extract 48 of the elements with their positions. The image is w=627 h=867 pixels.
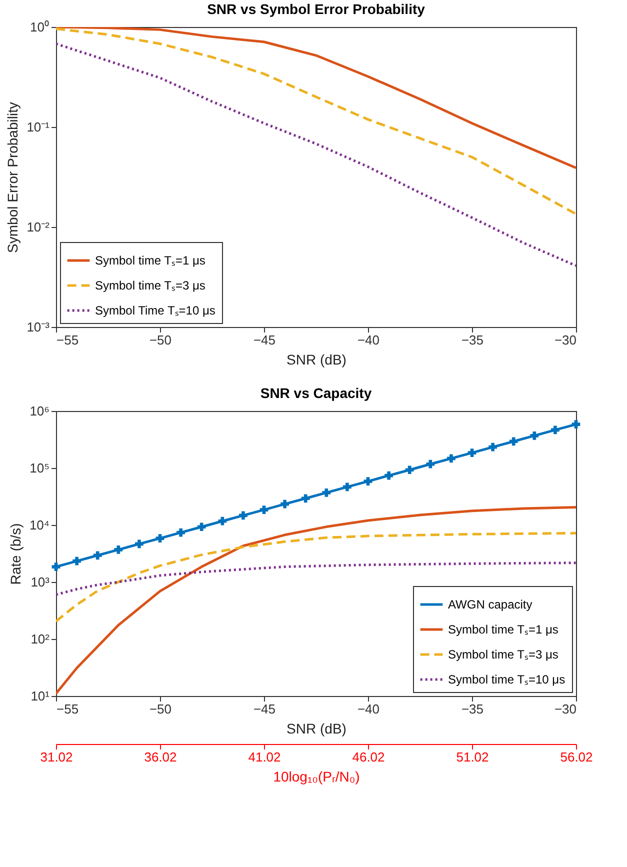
x-axis-title: SNR (dB) bbox=[286, 720, 346, 736]
x-tick-label: −40 bbox=[357, 702, 380, 716]
x-tick-label: −35 bbox=[461, 332, 484, 348]
chart-title: SNR vs Symbol Error Probability bbox=[207, 1, 426, 17]
x-axis-title: SNR (dB) bbox=[286, 352, 346, 368]
y-tick-label: 10⁻¹ bbox=[26, 120, 50, 134]
y-tick-label: 10³ bbox=[30, 574, 50, 590]
line-series bbox=[56, 532, 576, 622]
y-tick-label: 10² bbox=[30, 632, 50, 646]
x-tick-label: −45 bbox=[253, 332, 276, 348]
x-tick-label: −35 bbox=[461, 702, 484, 716]
x-tick-label: −50 bbox=[149, 332, 172, 348]
x2-tick-label: 46.02 bbox=[352, 750, 385, 764]
x2-tick-label: 31.02 bbox=[40, 750, 73, 764]
line-series bbox=[56, 27, 576, 170]
y-tick-label: 10¹ bbox=[30, 688, 50, 704]
x-tick-label: −55 bbox=[56, 702, 79, 716]
y-tick-label: 10⁻² bbox=[26, 220, 50, 234]
y-axis-title: Symbol Error Probability bbox=[4, 102, 21, 253]
legend-label: Symbol time Tₛ=1 μs bbox=[448, 622, 558, 636]
legend-label: Symbol Time Tₛ=10 μs bbox=[95, 304, 216, 318]
line-series bbox=[56, 506, 576, 695]
x2-tick-label: 36.02 bbox=[144, 750, 177, 764]
chart-title: SNR vs Capacity bbox=[260, 385, 372, 401]
x-tick-label: −50 bbox=[149, 702, 172, 716]
line-series bbox=[56, 28, 576, 216]
y-tick-label: 10⁵ bbox=[30, 460, 50, 476]
x-tick-label: −30 bbox=[554, 702, 576, 716]
x2-tick-label: 41.02 bbox=[248, 750, 281, 764]
legend-label: Symbol time Tₛ=1 μs bbox=[95, 254, 206, 268]
legend-label: Symbol time Tₛ=3 μs bbox=[95, 278, 206, 292]
y-tick-label: 10⁻³ bbox=[26, 320, 50, 334]
y-tick-label: 10⁰ bbox=[30, 20, 50, 34]
y-tick-label: 10⁴ bbox=[29, 518, 50, 532]
legend-label: Symbol time Tₛ=10 μs bbox=[448, 672, 566, 686]
x2-tick-label: 56.02 bbox=[560, 750, 593, 764]
y-axis-title: Rate (b/s) bbox=[7, 523, 24, 585]
x-tick-label: −45 bbox=[253, 702, 276, 716]
x-tick-label: −55 bbox=[56, 332, 79, 348]
legend-label: AWGN capacity bbox=[448, 598, 532, 612]
line-series bbox=[56, 562, 576, 596]
x2-tick-label: 51.02 bbox=[456, 750, 489, 764]
y-tick-label: 10⁶ bbox=[30, 404, 50, 418]
x2-axis-title: 10log₁₀(Pᵣ/N₀) bbox=[273, 768, 360, 784]
x-tick-label: −30 bbox=[554, 332, 576, 348]
line-series bbox=[56, 42, 576, 267]
x-tick-label: −40 bbox=[357, 332, 380, 348]
legend-label: Symbol time Tₛ=3 μs bbox=[448, 648, 558, 662]
